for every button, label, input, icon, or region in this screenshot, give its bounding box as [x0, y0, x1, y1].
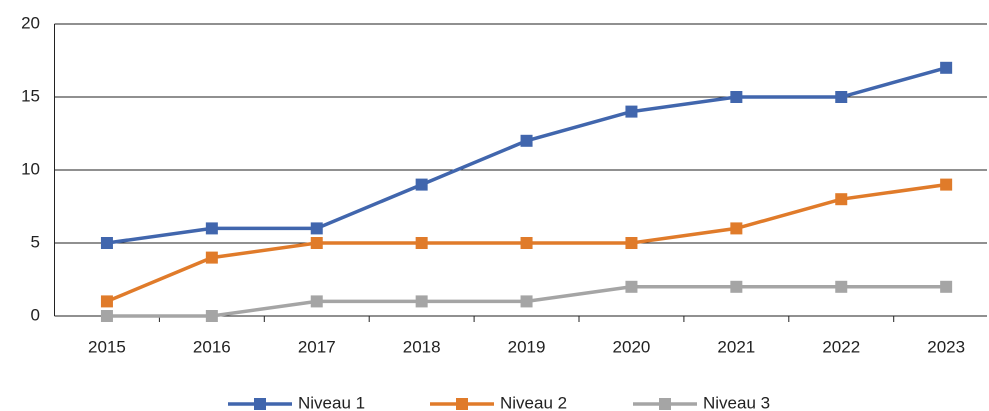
x-tick-label: 2019: [508, 337, 546, 356]
y-tick-label: 10: [21, 159, 40, 178]
data-point: [625, 105, 638, 118]
legend-label: Niveau 2: [500, 393, 567, 411]
y-tick-label: 20: [21, 13, 40, 32]
data-point: [835, 280, 848, 293]
data-point: [520, 295, 533, 308]
data-point: [205, 222, 218, 235]
data-point: [415, 295, 428, 308]
data-point: [415, 178, 428, 191]
legend-label: Niveau 1: [298, 393, 365, 411]
data-point: [730, 222, 743, 235]
data-point: [310, 222, 323, 235]
x-tick-label: 2022: [822, 337, 860, 356]
data-point: [940, 61, 953, 74]
data-point: [835, 193, 848, 206]
data-point: [205, 251, 218, 264]
legend-label: Niveau 3: [703, 393, 770, 411]
x-tick-label: 2015: [88, 337, 126, 356]
data-point: [100, 310, 113, 322]
data-point: [310, 295, 323, 308]
x-tick-label: 2023: [927, 337, 965, 356]
y-tick-label: 15: [21, 86, 40, 105]
data-point: [310, 237, 323, 249]
data-point: [205, 310, 218, 322]
legend-marker: [659, 398, 671, 410]
data-point: [940, 178, 953, 191]
x-tick-label: 2017: [298, 337, 336, 356]
data-point: [625, 237, 638, 249]
y-tick-label: 0: [31, 305, 40, 324]
data-point: [730, 91, 743, 103]
data-point: [100, 237, 113, 249]
x-tick-label: 2016: [193, 337, 231, 356]
series-line: [106, 66, 947, 245]
data-point: [520, 134, 533, 147]
x-tick-label: 2018: [403, 337, 441, 356]
legend-marker: [456, 398, 468, 410]
data-point: [100, 295, 113, 308]
data-point: [520, 237, 533, 249]
y-tick-label: 5: [31, 232, 40, 251]
x-tick-label: 2021: [717, 337, 755, 356]
data-point: [625, 280, 638, 293]
data-point: [835, 91, 848, 103]
legend-marker: [254, 398, 266, 410]
x-tick-label: 2020: [613, 337, 651, 356]
data-point: [730, 280, 743, 293]
data-point: [415, 237, 428, 249]
data-point: [940, 280, 953, 293]
